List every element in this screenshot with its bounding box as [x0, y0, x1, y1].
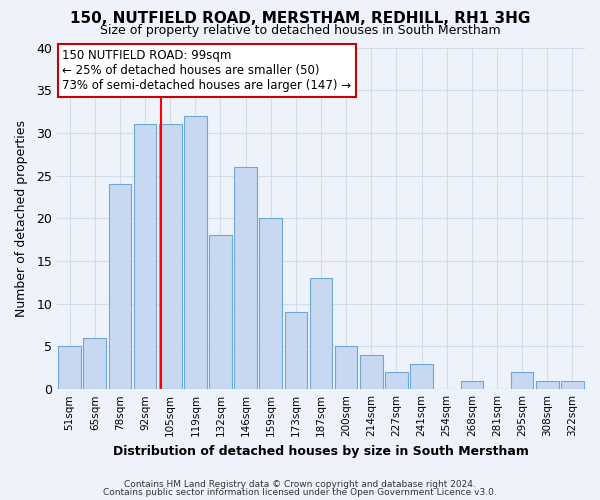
Text: 150, NUTFIELD ROAD, MERSTHAM, REDHILL, RH1 3HG: 150, NUTFIELD ROAD, MERSTHAM, REDHILL, R… [70, 11, 530, 26]
Bar [235, 167, 257, 389]
Bar [360, 355, 383, 389]
Text: Size of property relative to detached houses in South Merstham: Size of property relative to detached ho… [100, 24, 500, 37]
Bar [83, 338, 106, 389]
Text: 150 NUTFIELD ROAD: 99sqm
← 25% of detached houses are smaller (50)
73% of semi-d: 150 NUTFIELD ROAD: 99sqm ← 25% of detach… [62, 49, 352, 92]
Bar [461, 380, 483, 389]
Bar [58, 346, 81, 389]
Bar [385, 372, 408, 389]
X-axis label: Distribution of detached houses by size in South Merstham: Distribution of detached houses by size … [113, 444, 529, 458]
Bar [410, 364, 433, 389]
Bar [109, 184, 131, 389]
Bar [561, 380, 584, 389]
Bar [184, 116, 206, 389]
Text: Contains public sector information licensed under the Open Government Licence v3: Contains public sector information licen… [103, 488, 497, 497]
Y-axis label: Number of detached properties: Number of detached properties [15, 120, 28, 317]
Bar [209, 236, 232, 389]
Bar [159, 124, 182, 389]
Bar [134, 124, 157, 389]
Bar [536, 380, 559, 389]
Bar [310, 278, 332, 389]
Bar [259, 218, 282, 389]
Bar [335, 346, 358, 389]
Text: Contains HM Land Registry data © Crown copyright and database right 2024.: Contains HM Land Registry data © Crown c… [124, 480, 476, 489]
Bar [284, 312, 307, 389]
Bar [511, 372, 533, 389]
